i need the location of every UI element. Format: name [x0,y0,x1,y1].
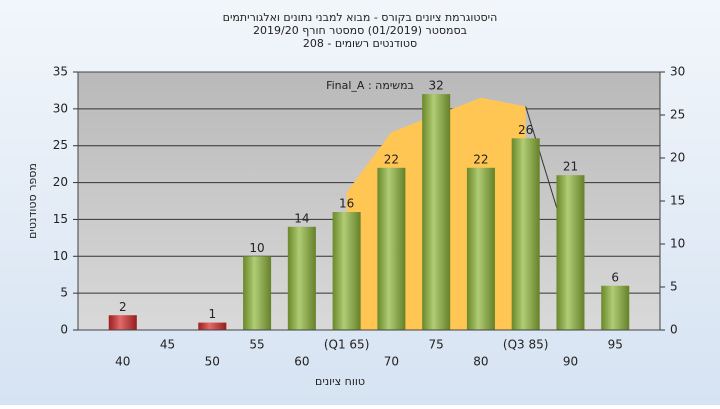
data-label: 10 [249,241,264,255]
x-tick-label: (Q1 65) [324,338,370,352]
data-label: 16 [339,197,354,211]
x-tick-label: 90 [563,355,578,369]
data-label: 22 [473,152,488,166]
y2-tick-label: 15 [670,194,685,208]
y-tick-label: 35 [53,65,68,79]
data-label: 22 [384,152,399,166]
bar-shade [108,315,137,330]
y-tick-label: 30 [53,101,68,115]
y-tick-label: 5 [60,286,68,300]
y2-tick-label: 10 [670,237,685,251]
x-tick-label: 50 [205,355,220,369]
title-line: בסמסטר (01/2019) סמסטר חורף 2019/20 [253,24,467,37]
y2-tick-label: 0 [670,323,678,337]
y2-tick-label: 25 [670,108,685,122]
bar-shade [511,138,540,330]
bar-shade [601,285,630,330]
x-tick-label: 75 [429,338,444,352]
y-tick-label: 20 [53,175,68,189]
bar-shade [287,226,316,330]
y-tick-label: 15 [53,212,68,226]
x-tick-label: 80 [473,355,488,369]
y2-tick-label: 30 [670,65,685,79]
y-tick-label: 25 [53,138,68,152]
y2-tick-label: 5 [670,280,678,294]
bar-shade [466,167,495,330]
data-label: 1 [208,307,216,321]
title-line: סטודנטים רשומים - 208 [303,37,417,50]
data-label: 26 [518,123,533,137]
x-tick-label: 60 [294,355,309,369]
y-tick-label: 10 [53,249,68,263]
y-axis-label: מספר סטודנטים [26,163,39,239]
data-label: 32 [429,79,444,93]
y-tick-label: 0 [60,323,68,337]
data-label: 2 [119,300,127,314]
bar-shade [377,167,406,330]
data-label: 21 [563,160,578,174]
x-tick-label: 70 [384,355,399,369]
x-tick-label: (Q3 85) [503,338,549,352]
bar-shade [422,94,451,330]
bar-shade [556,175,585,330]
y2-tick-label: 20 [670,151,685,165]
title-line: היסטוגרמת ציונים בקורס - מבוא למבני נתונ… [223,11,498,24]
x-tick-label: 40 [115,355,130,369]
annotation: Final_A : במשימה [326,79,414,92]
plot-border [77,71,661,331]
data-label: 14 [294,211,309,225]
x-axis-label: טווח ציונים [315,375,365,388]
x-tick-label: 55 [249,338,264,352]
x-tick-label: 45 [160,338,175,352]
bar-shade [332,212,361,330]
bar-shade [243,256,272,330]
x-tick-label: 95 [608,338,623,352]
data-label: 6 [611,270,619,284]
bar-shade [198,322,227,330]
